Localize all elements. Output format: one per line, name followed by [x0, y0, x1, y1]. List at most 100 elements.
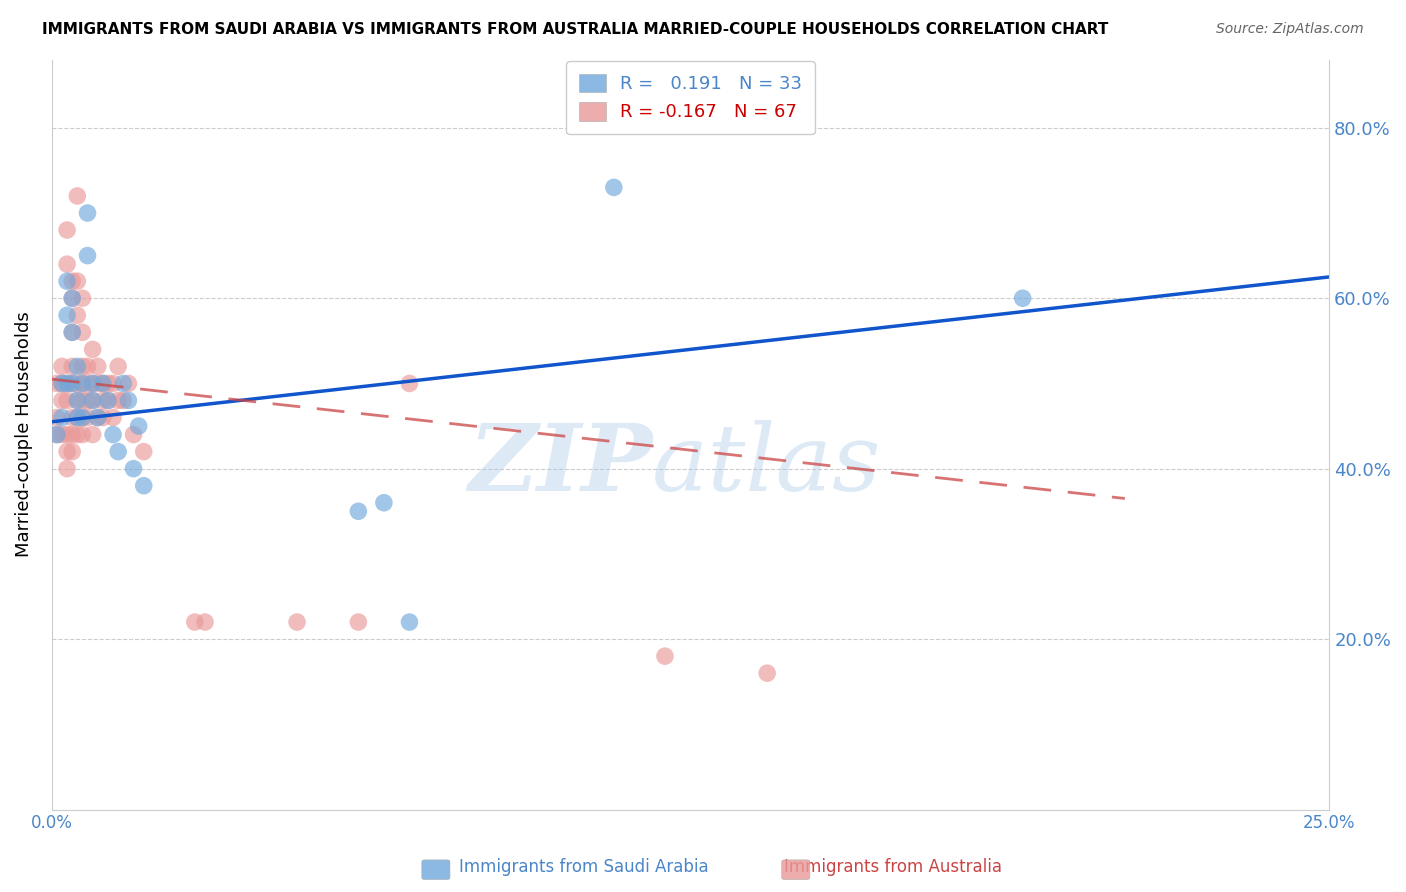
Point — [76, 249, 98, 263]
Point — [56, 308, 79, 322]
Point — [76, 206, 98, 220]
Point — [347, 504, 370, 518]
Point — [756, 666, 779, 681]
Point — [60, 291, 83, 305]
Point — [56, 376, 79, 391]
Point — [603, 180, 626, 194]
Point — [1011, 291, 1033, 305]
Text: Immigrants from Australia: Immigrants from Australia — [783, 858, 1002, 876]
Point — [45, 427, 67, 442]
Point — [184, 615, 207, 629]
Point — [51, 393, 73, 408]
Point — [66, 393, 89, 408]
Point — [76, 376, 98, 391]
Point — [76, 359, 98, 374]
Point — [398, 376, 420, 391]
Text: Source: ZipAtlas.com: Source: ZipAtlas.com — [1216, 22, 1364, 37]
Point — [56, 257, 79, 271]
Point — [66, 189, 89, 203]
Point — [72, 376, 94, 391]
Point — [66, 393, 89, 408]
Point — [60, 444, 83, 458]
Point — [91, 376, 114, 391]
Point — [132, 479, 155, 493]
Point — [51, 376, 73, 391]
Point — [72, 393, 94, 408]
Text: IMMIGRANTS FROM SAUDI ARABIA VS IMMIGRANTS FROM AUSTRALIA MARRIED-COUPLE HOUSEHO: IMMIGRANTS FROM SAUDI ARABIA VS IMMIGRAN… — [42, 22, 1108, 37]
Point — [76, 410, 98, 425]
Point — [373, 496, 395, 510]
Point — [72, 376, 94, 391]
Point — [101, 410, 124, 425]
Point — [194, 615, 217, 629]
Point — [72, 427, 94, 442]
Point — [76, 393, 98, 408]
Point — [132, 444, 155, 458]
Point — [82, 393, 104, 408]
Point — [398, 615, 420, 629]
Point — [117, 376, 139, 391]
Point — [60, 359, 83, 374]
Point — [72, 291, 94, 305]
Point — [45, 376, 67, 391]
Point — [56, 444, 79, 458]
Point — [654, 649, 676, 664]
Point — [56, 223, 79, 237]
Point — [51, 410, 73, 425]
Point — [101, 427, 124, 442]
Y-axis label: Married-couple Households: Married-couple Households — [15, 311, 32, 558]
Point — [66, 308, 89, 322]
Point — [51, 376, 73, 391]
Point — [51, 359, 73, 374]
Point — [112, 376, 135, 391]
Point — [56, 274, 79, 288]
Point — [60, 291, 83, 305]
Point — [87, 376, 110, 391]
Legend: R =   0.191   N = 33, R = -0.167   N = 67: R = 0.191 N = 33, R = -0.167 N = 67 — [567, 62, 815, 134]
Point — [66, 359, 89, 374]
Point — [107, 393, 129, 408]
Point — [72, 326, 94, 340]
Point — [82, 376, 104, 391]
Text: ZIP: ZIP — [468, 419, 652, 509]
Point — [45, 427, 67, 442]
Point — [347, 615, 370, 629]
Point — [122, 461, 145, 475]
Point — [91, 376, 114, 391]
Point — [72, 410, 94, 425]
Point — [66, 274, 89, 288]
Point — [97, 376, 120, 391]
Point — [60, 376, 83, 391]
Point — [87, 410, 110, 425]
Point — [91, 410, 114, 425]
Text: atlas: atlas — [652, 419, 882, 509]
Point — [60, 326, 83, 340]
Point — [51, 427, 73, 442]
Point — [82, 393, 104, 408]
Point — [107, 444, 129, 458]
Point — [82, 343, 104, 357]
Point — [117, 393, 139, 408]
Point — [60, 274, 83, 288]
Point — [101, 376, 124, 391]
Point — [91, 393, 114, 408]
Point — [56, 427, 79, 442]
Point — [45, 410, 67, 425]
Point — [60, 326, 83, 340]
Point — [66, 410, 89, 425]
Point — [66, 410, 89, 425]
Point — [66, 376, 89, 391]
Point — [66, 427, 89, 442]
Point — [128, 419, 150, 434]
Text: Immigrants from Saudi Arabia: Immigrants from Saudi Arabia — [458, 858, 709, 876]
Point — [60, 376, 83, 391]
Point — [285, 615, 308, 629]
Point — [112, 393, 135, 408]
Point — [122, 427, 145, 442]
Point — [97, 393, 120, 408]
Point — [60, 427, 83, 442]
Point — [56, 461, 79, 475]
Point — [97, 393, 120, 408]
Point — [56, 376, 79, 391]
Point — [107, 359, 129, 374]
